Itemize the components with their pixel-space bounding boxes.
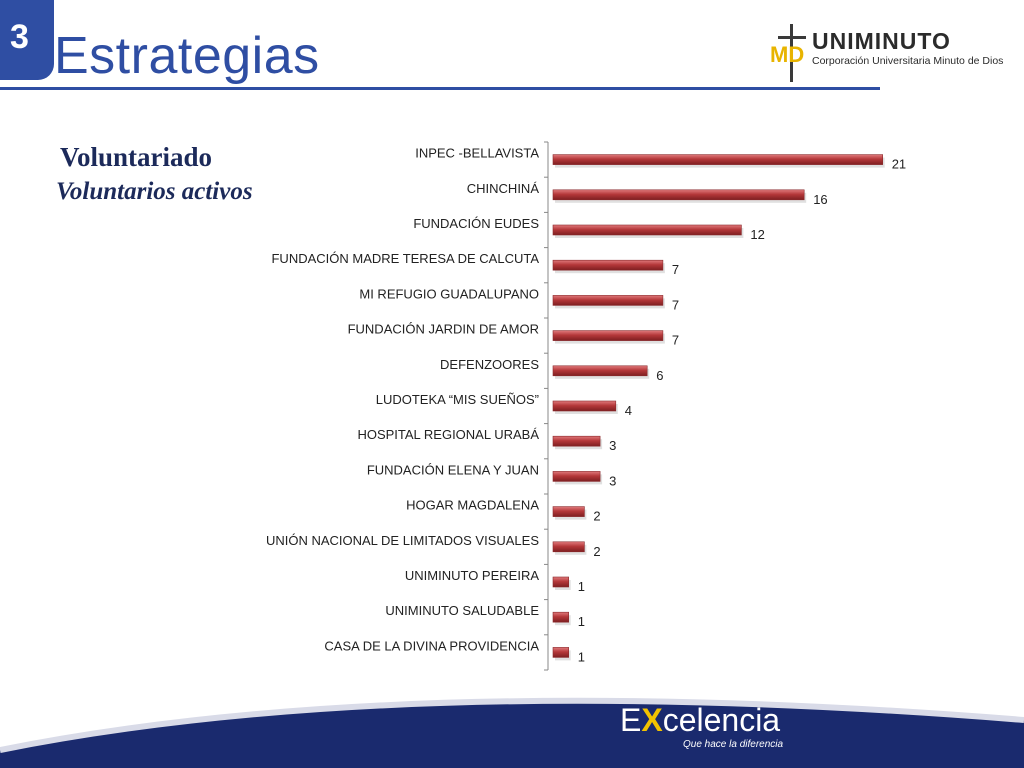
value-label: 7 [672,297,679,312]
value-label: 6 [656,368,663,383]
category-label: UNIÓN NACIONAL DE LIMITADOS VISUALES [266,533,539,548]
category-label: UNIMINUTO SALUDABLE [385,603,539,618]
category-label: FUNDACIÓN MADRE TERESA DE CALCUTA [271,251,539,266]
value-label: 1 [578,649,585,664]
value-label: 21 [892,157,906,172]
bar [552,506,585,517]
value-label: 7 [672,262,679,277]
logo-subtitle: Corporación Universitaria Minuto de Dios [812,55,1004,67]
bar [552,400,617,412]
bar [552,224,742,236]
category-label: LUDOTEKA “MIS SUEÑOS” [376,392,539,407]
value-label: 1 [578,579,585,594]
excelencia-rest: celencia [662,702,781,738]
category-label: FUNDACIÓN JARDIN DE AMOR [348,322,539,337]
bar [552,611,569,623]
bar [552,189,805,201]
section-subtitle: Voluntariado [60,142,213,172]
footer-tagline: Que hace la diferencia [683,739,784,750]
bar [552,365,648,377]
chart-subtitle: Voluntarios activos [56,178,253,205]
value-label: 4 [625,403,632,418]
excelencia-e: E [620,702,642,738]
bar [552,295,664,306]
uniminuto-logo: MD UNIMINUTO Corporación Universitaria M… [768,24,1003,84]
bar-chart: INPEC -BELLAVISTA21CHINCHINÁ16FUNDACIÓN … [266,141,906,671]
page-title: Estrategias [54,27,320,85]
excelencia-x-icon: X [641,702,663,738]
logo-initials: MD [770,42,804,67]
bar [552,576,569,588]
value-label: 3 [609,438,616,453]
value-label: 2 [593,509,600,524]
category-label: CHINCHINÁ [467,181,540,196]
bar [552,259,664,271]
bar [552,330,664,341]
bar [552,541,585,553]
section-badge: 3 [0,0,54,80]
category-label: UNIMINUTO PEREIRA [405,568,539,583]
uniminuto-emblem-icon: MD [770,24,806,82]
category-label: DEFENZOORES [440,357,539,372]
category-label: FUNDACIÓN ELENA Y JUAN [367,462,539,477]
bar [552,154,884,165]
title-divider [0,87,880,90]
category-label: MI REFUGIO GUADALUPANO [359,286,539,301]
category-label: INPEC -BELLAVISTA [415,146,539,161]
logo-name: UNIMINUTO [812,28,951,54]
value-label: 12 [750,227,764,242]
value-label: 1 [578,614,585,629]
footer-wave [0,697,1024,768]
category-label: HOSPITAL REGIONAL URABÁ [357,427,539,442]
value-label: 3 [609,473,616,488]
bar [552,647,569,658]
value-label: 2 [593,544,600,559]
category-label: FUNDACIÓN EUDES [413,216,539,231]
excelencia-logo: EXcelencia [620,702,780,739]
section-number: 3 [10,18,29,56]
category-label: HOGAR MAGDALENA [406,498,539,513]
category-label: CASA DE LA DIVINA PROVIDENCIA [324,638,539,653]
bar [552,435,601,447]
value-label: 16 [813,192,827,207]
bar [552,471,601,482]
value-label: 7 [672,333,679,348]
